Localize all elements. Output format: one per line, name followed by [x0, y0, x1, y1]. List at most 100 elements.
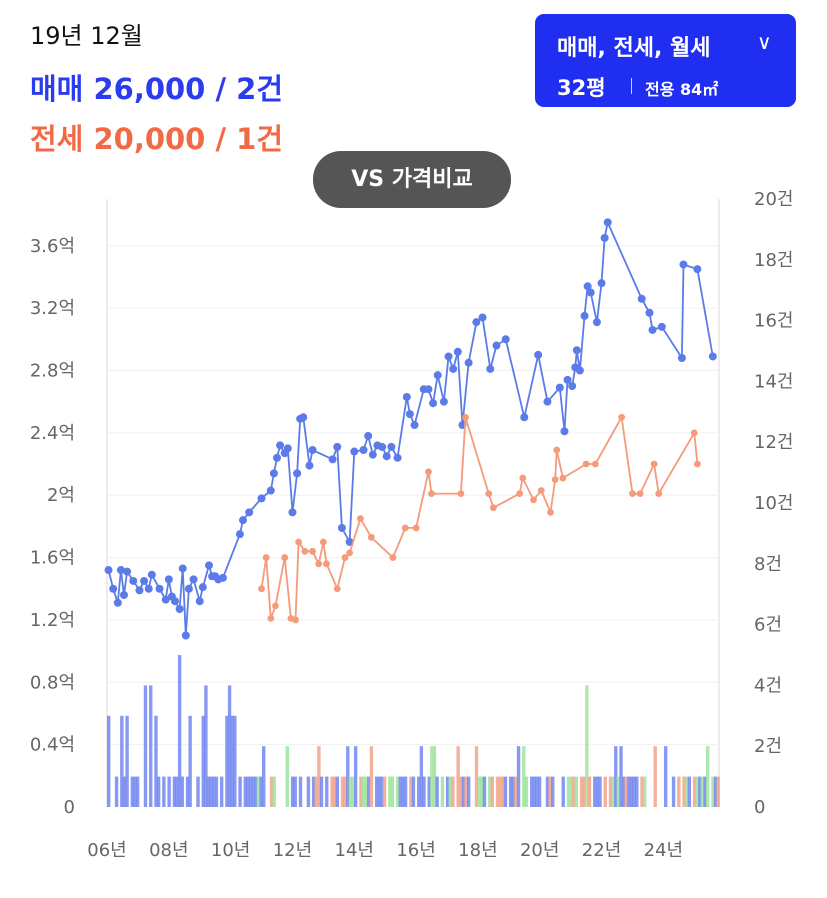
jeonse-price-point — [301, 547, 309, 555]
jeonse-price-point — [357, 515, 364, 522]
jeonse-price-point — [367, 533, 375, 541]
right-tick-label: 12건 — [754, 432, 793, 453]
volume-bar — [692, 776, 697, 807]
volume-bar — [180, 776, 184, 807]
volume-bar — [445, 776, 450, 807]
sale-price-point — [645, 308, 654, 317]
x-tick-label: 14년 — [335, 840, 374, 861]
sale-price-point — [603, 218, 612, 227]
volume-bar — [663, 746, 668, 807]
sale-price-point — [677, 354, 686, 363]
volume-bar — [579, 776, 584, 807]
sale-price-point — [328, 455, 337, 464]
sale-price-point — [350, 447, 359, 456]
volume-bar — [435, 776, 439, 807]
sale-price-point — [453, 347, 462, 356]
volume-bar — [272, 776, 276, 807]
volume-bar — [653, 746, 657, 807]
volume-bar — [311, 776, 316, 807]
sale-price-point — [359, 445, 368, 454]
volume-bar — [464, 776, 468, 807]
volume-bar — [432, 746, 437, 807]
volume-bars — [107, 655, 720, 807]
volume-bar — [107, 715, 111, 807]
compare-price-button[interactable]: VS 가격비교 — [313, 151, 511, 208]
price-lines — [104, 218, 717, 640]
volume-bar — [430, 746, 434, 807]
volume-bar — [508, 776, 513, 807]
sale-price-point — [189, 575, 198, 584]
volume-bar — [201, 715, 205, 807]
sale-price-point — [368, 450, 377, 459]
volume-bar — [154, 715, 158, 807]
sale-price-point — [337, 523, 346, 532]
jeonse-price-point — [272, 602, 279, 610]
volume-bar — [635, 776, 639, 807]
sale-price-point — [478, 313, 487, 322]
sale-price-point — [147, 570, 156, 579]
sale-price-point — [144, 584, 153, 593]
jeonse-price-point — [309, 547, 316, 555]
volume-bar — [172, 776, 177, 807]
volume-bar — [561, 776, 565, 807]
jeonse-price-point — [629, 490, 636, 498]
sale-price-point — [534, 350, 543, 359]
left-tick-label: 0.4억 — [30, 735, 75, 756]
volume-bar — [390, 776, 395, 807]
volume-bar — [293, 776, 297, 807]
volume-bar — [359, 776, 363, 807]
sale-price-point — [464, 358, 473, 367]
volume-bar — [162, 776, 166, 807]
jeonse-price-point — [412, 524, 420, 532]
volume-bar — [196, 776, 200, 807]
volume-bar — [501, 776, 505, 807]
volume-bar — [340, 776, 345, 807]
volume-bar — [209, 776, 213, 807]
trade-types-label: 매매, 전세, 월세 — [557, 36, 711, 61]
volume-bar — [529, 776, 534, 807]
jeonse-price-point — [462, 413, 469, 421]
volume-bar — [603, 776, 607, 807]
sale-price-point — [266, 486, 275, 495]
volume-bar — [711, 776, 715, 807]
volume-bar — [167, 776, 171, 807]
right-tick-label: 14건 — [754, 371, 793, 392]
sale-price-point — [429, 399, 438, 408]
jeonse-price-point — [262, 554, 270, 561]
volume-bar — [319, 776, 324, 807]
jeonse-price-point — [582, 460, 590, 468]
jeonse-price-point — [267, 614, 275, 622]
volume-bar — [377, 776, 382, 807]
volume-bar — [582, 776, 586, 807]
volume-bar — [482, 776, 487, 807]
volume-bar — [409, 776, 413, 807]
volume-bar — [396, 776, 400, 807]
volume-bar — [330, 776, 334, 807]
volume-bar — [642, 776, 647, 807]
volume-bar — [706, 746, 710, 807]
sale-price-point — [120, 590, 128, 599]
jeonse-price-point — [693, 460, 701, 468]
volume-bar — [401, 776, 405, 807]
volume-bar — [608, 776, 613, 807]
jeonse-price-point — [537, 487, 545, 494]
volume-bar — [456, 746, 460, 807]
volume-bar — [285, 746, 290, 807]
sale-price-point — [123, 567, 132, 576]
volume-bar — [380, 776, 384, 807]
sale-price-point — [586, 288, 595, 297]
left-tick-label: 2.8억 — [30, 360, 75, 381]
trade-type-filter-button[interactable]: 매매, 전세, 월세 ∨ 32평 전용 84㎡ — [535, 14, 796, 107]
volume-bar — [120, 715, 124, 807]
sale-price-point — [444, 352, 453, 361]
volume-bar — [332, 776, 337, 807]
volume-bar — [335, 776, 339, 807]
sale-price-point — [257, 494, 266, 503]
volume-bar — [516, 746, 521, 807]
volume-bar — [346, 746, 350, 807]
volume-bar — [427, 776, 431, 807]
volume-bar — [700, 776, 705, 807]
volume-bar — [351, 776, 355, 807]
volume-bar — [548, 776, 552, 807]
